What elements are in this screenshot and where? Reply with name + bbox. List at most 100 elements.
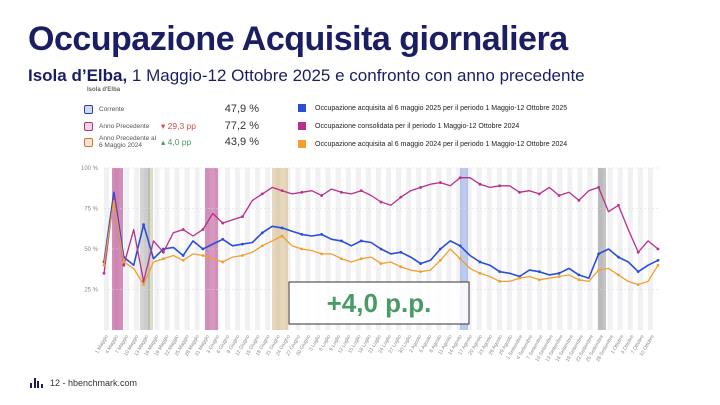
series-point [656, 258, 660, 262]
day-stripe [375, 168, 381, 330]
series-point [458, 244, 462, 248]
day-stripe [607, 168, 613, 330]
kpi-swatch-icon [84, 104, 93, 114]
kpi-row: Corrente 47,9 % [84, 101, 259, 117]
legend-swatch-icon [298, 122, 306, 130]
series-point [122, 260, 126, 264]
series-point [636, 250, 640, 254]
series-point [537, 192, 541, 196]
series-point [438, 181, 442, 184]
page-title: Occupazione Acquisita giornaliera [28, 20, 568, 58]
series-point [280, 189, 284, 193]
day-stripe [124, 168, 130, 330]
series-point [161, 250, 165, 254]
series-point [498, 280, 502, 283]
footer: 12 - hbenchmark.com [30, 378, 137, 388]
series-point [419, 186, 422, 189]
day-stripe [224, 168, 230, 330]
series-point [102, 271, 106, 275]
y-tick-label: 75 % [84, 207, 98, 213]
series-point [379, 200, 383, 204]
series-point [379, 247, 383, 251]
series-point [300, 247, 304, 251]
day-stripe [577, 168, 583, 330]
series-point [181, 254, 185, 257]
series-point [518, 190, 521, 194]
series-point [399, 250, 403, 254]
day-stripe [305, 168, 311, 330]
kpi-delta: ▴ 4,0 pp [161, 136, 192, 147]
series-point [340, 190, 343, 194]
series-point [320, 194, 324, 197]
hbenchmark-logo-icon [30, 378, 44, 388]
day-stripe [396, 168, 402, 330]
series-point [340, 239, 343, 243]
series-point [537, 278, 541, 282]
day-stripe [436, 168, 442, 330]
series-point [241, 254, 244, 257]
series-point [498, 184, 502, 188]
series-point [478, 182, 482, 186]
series-point [597, 186, 601, 189]
legend-swatch-icon [298, 104, 306, 112]
series-point [379, 262, 383, 265]
series-point [320, 252, 324, 256]
day-stripe [355, 168, 361, 330]
series-point [280, 234, 284, 238]
series-point [458, 176, 462, 180]
day-stripe [476, 168, 482, 330]
legend-label: Occupazione acquisita al 6 maggio 2025 p… [315, 104, 568, 112]
day-stripe [315, 168, 321, 330]
series-point [617, 273, 620, 277]
series-point [577, 273, 581, 277]
series-point [221, 260, 225, 264]
callout-text: +4,0 p.p. [327, 288, 432, 318]
kpi-delta: ▾ 29,3 pp [161, 120, 196, 131]
series-point [201, 228, 205, 231]
series-point [260, 244, 264, 248]
series-point [359, 239, 363, 243]
series-point [597, 268, 601, 272]
day-stripe [537, 168, 543, 330]
series-point [300, 190, 304, 194]
callout-box [288, 281, 470, 325]
day-stripe [245, 168, 251, 330]
series-point [221, 221, 225, 225]
series-point [399, 195, 403, 199]
kpi-row: Anno Precedente ▾ 29,3 pp 77,2 % [84, 118, 259, 134]
kpi-value: 47,9 % [224, 103, 259, 115]
series-point [656, 263, 660, 267]
series-point [537, 270, 541, 274]
series-point [201, 247, 205, 251]
series-point [340, 257, 343, 261]
day-stripe [416, 168, 422, 330]
series-point [636, 270, 640, 274]
series-point [656, 247, 660, 251]
day-stripe [587, 168, 593, 330]
series-point [359, 189, 363, 193]
series-point [518, 276, 521, 280]
series-point [241, 215, 244, 219]
kpi-label: Anno Precedente al 6 Maggio 2024 [99, 135, 157, 149]
series-point [260, 231, 264, 235]
series-point [201, 254, 205, 257]
series-point [142, 223, 145, 227]
series-point [557, 194, 561, 197]
kpi-swatch-icon [84, 137, 93, 147]
series-point [636, 283, 640, 287]
legend-label: Occupazione consolidata per il periodo 1… [315, 122, 520, 130]
series-point [577, 278, 581, 282]
series-point [241, 242, 244, 246]
day-stripe [335, 168, 341, 330]
series-point [161, 257, 165, 261]
kpi-label: Anno Precedente [99, 122, 150, 130]
y-tick-label: 25 % [84, 288, 98, 294]
series-point [359, 257, 363, 261]
day-stripe [265, 168, 271, 330]
kpi-value: 77,2 % [224, 120, 259, 132]
legend-swatch-icon [298, 140, 306, 148]
series-point [438, 247, 442, 251]
kpi-swatch-icon [84, 121, 93, 131]
day-stripe [516, 168, 523, 330]
